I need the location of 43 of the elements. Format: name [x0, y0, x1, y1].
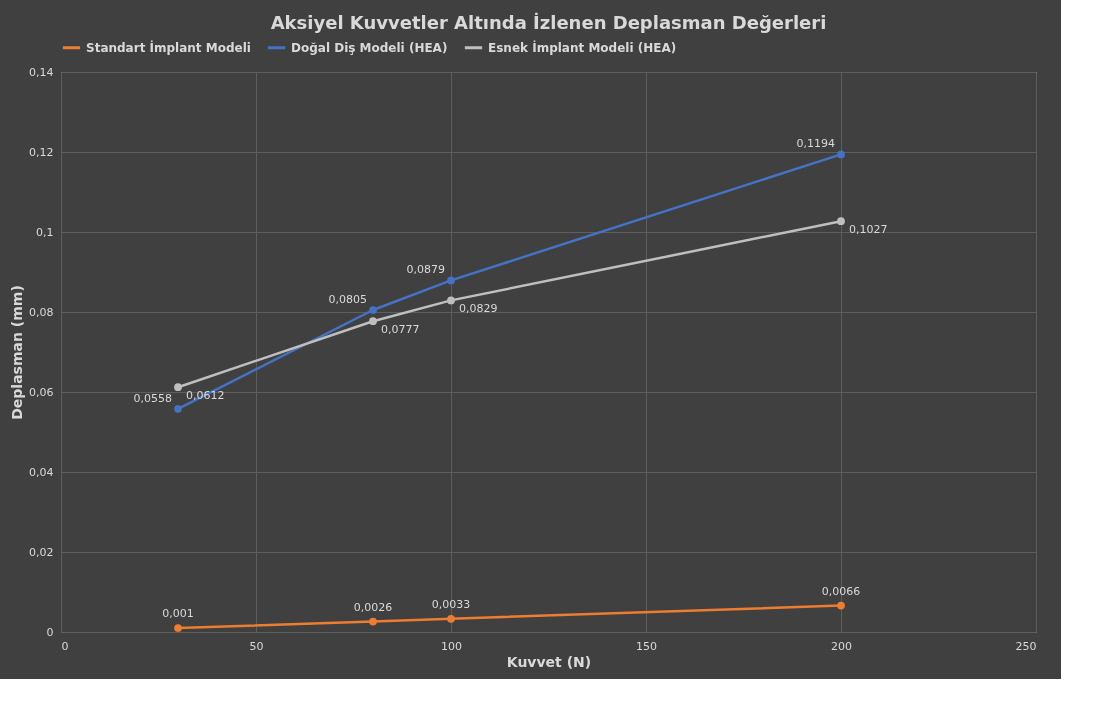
data-label: 0,0879: [406, 263, 445, 277]
y-axis-title: Deplasman (mm): [9, 285, 26, 420]
y-tick-label: 0,1: [36, 225, 54, 239]
data-label: 0,0026: [353, 600, 393, 614]
data-label: 0,0777: [381, 323, 420, 337]
y-tick-label: 0,02: [29, 545, 54, 559]
y-tick-label: 0,06: [29, 385, 54, 399]
point: [174, 383, 182, 392]
y-tick-label: 0: [46, 625, 54, 639]
y-tick-label: 0,08: [29, 305, 54, 319]
x-tick-label: 200: [831, 639, 852, 653]
point: [369, 306, 377, 314]
legend-label: Esnek İmplant Modeli (HEA): [488, 39, 677, 55]
data-label: 0,0805: [328, 293, 367, 306]
data-label: 0,0066: [821, 584, 861, 598]
x-axis-title: Kuvvet (N): [506, 653, 592, 670]
point: [174, 624, 182, 632]
point: [837, 601, 845, 610]
y-tick-label: 0,14: [29, 65, 54, 79]
data-label: 0,0558: [133, 391, 172, 405]
x-tick-label: 100: [441, 639, 462, 653]
point: [837, 150, 845, 159]
data-label: 0,0033: [431, 597, 471, 611]
data-label: 0,1194: [796, 137, 835, 151]
point: [447, 296, 455, 305]
point: [369, 617, 377, 626]
data-label: 0,0829: [459, 302, 498, 316]
x-tick-label: 50: [249, 639, 264, 653]
point: [447, 614, 455, 623]
x-tick-label: 150: [636, 639, 657, 653]
point: [174, 404, 182, 413]
point: [447, 276, 455, 285]
y-tick-label: 0,04: [29, 465, 54, 479]
point: [837, 217, 845, 226]
data-label: 0,001: [162, 607, 194, 620]
legend-label: Standart İmplant Modeli: [86, 39, 251, 55]
x-tick-label: 0: [61, 639, 69, 653]
y-tick-label: 0,12: [29, 145, 54, 159]
chart-title: Aksiyel Kuvvetler Altında İzlenen Deplasman Değerleri: [270, 12, 827, 33]
x-tick-label: 250: [1015, 639, 1037, 653]
legend-label: Doğal Diş Modeli (HEA): [291, 40, 448, 55]
point: [369, 317, 377, 326]
data-label: 0,1027: [849, 223, 888, 237]
